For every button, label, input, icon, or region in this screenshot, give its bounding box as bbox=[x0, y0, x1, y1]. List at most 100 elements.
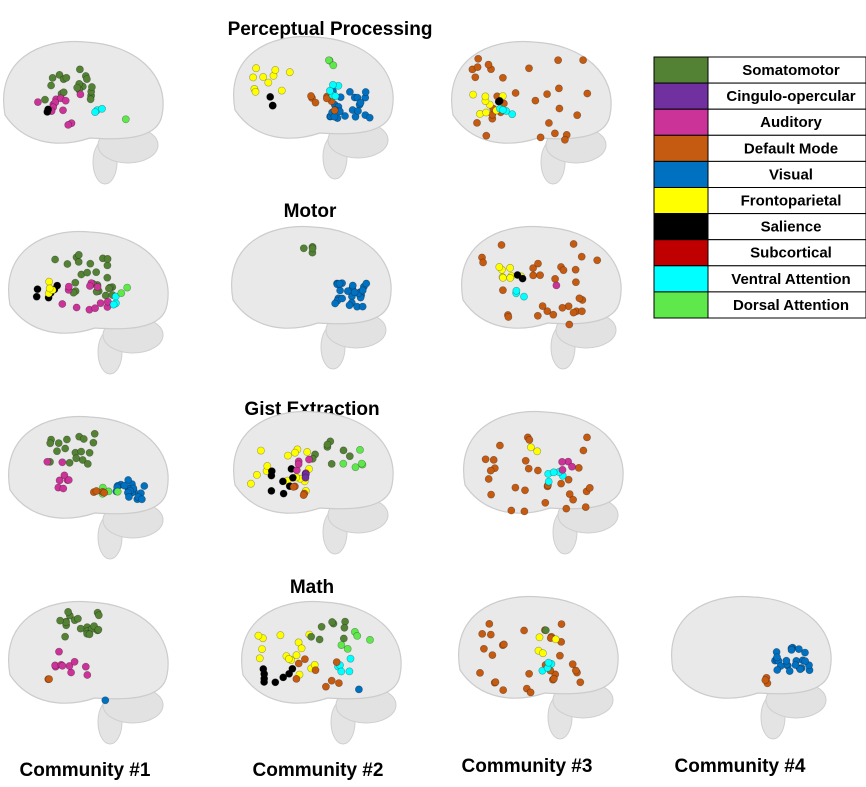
node-dot bbox=[68, 669, 75, 676]
node-dot bbox=[74, 615, 81, 622]
node-dot bbox=[252, 88, 259, 95]
legend: SomatomotorCingulo-opercularAuditoryDefa… bbox=[654, 57, 866, 318]
brain bbox=[234, 37, 394, 179]
node-dot bbox=[576, 295, 583, 302]
node-dot bbox=[582, 504, 589, 511]
node-dot bbox=[75, 258, 82, 265]
node-dot bbox=[572, 266, 579, 273]
brain bbox=[4, 42, 164, 184]
node-dot bbox=[318, 623, 325, 630]
node-dot bbox=[500, 641, 507, 648]
node-dot bbox=[250, 74, 257, 81]
node-dot bbox=[496, 442, 503, 449]
node-dot bbox=[578, 253, 585, 260]
node-dot bbox=[324, 441, 331, 448]
node-dot bbox=[346, 668, 353, 675]
node-dot bbox=[489, 652, 496, 659]
node-dot bbox=[295, 660, 302, 667]
legend-label: Auditory bbox=[760, 114, 822, 131]
node-dot bbox=[122, 116, 129, 123]
figure: Perceptual Processing Motor Gist Extract… bbox=[0, 0, 866, 782]
node-dot bbox=[330, 62, 337, 69]
node-dot bbox=[65, 283, 72, 290]
node-dot bbox=[328, 460, 335, 467]
brain bbox=[232, 227, 392, 369]
node-dot bbox=[575, 464, 582, 471]
node-dot bbox=[261, 678, 268, 685]
row-title: Math bbox=[290, 577, 334, 598]
node-dot bbox=[322, 683, 329, 690]
node-dot bbox=[472, 74, 479, 81]
node-dot bbox=[84, 269, 91, 276]
brain bbox=[452, 42, 612, 184]
node-dot bbox=[354, 107, 361, 114]
node-dot bbox=[366, 636, 373, 643]
node-dot bbox=[309, 245, 316, 252]
node-dot bbox=[312, 99, 319, 106]
node-dot bbox=[265, 79, 272, 86]
node-dot bbox=[316, 636, 323, 643]
node-dot bbox=[60, 485, 67, 492]
node-dot bbox=[542, 627, 549, 634]
node-dot bbox=[86, 449, 93, 456]
node-dot bbox=[110, 301, 117, 308]
node-dot bbox=[559, 466, 566, 473]
node-dot bbox=[525, 65, 532, 72]
node-dot bbox=[82, 663, 89, 670]
node-dot bbox=[507, 264, 514, 271]
node-dot bbox=[527, 689, 534, 696]
node-dot bbox=[566, 321, 573, 328]
node-dot bbox=[362, 88, 369, 95]
node-dot bbox=[91, 430, 98, 437]
node-dot bbox=[86, 631, 93, 638]
node-dot bbox=[73, 304, 80, 311]
node-dot bbox=[558, 621, 565, 628]
node-dot bbox=[355, 686, 362, 693]
node-dot bbox=[802, 658, 809, 665]
node-dot bbox=[332, 300, 339, 307]
node-dot bbox=[499, 287, 506, 294]
node-dot bbox=[125, 493, 132, 500]
node-dot bbox=[75, 251, 82, 258]
node-dot bbox=[783, 657, 790, 664]
node-dot bbox=[762, 677, 769, 684]
node-dot bbox=[62, 97, 69, 104]
brain bbox=[242, 602, 402, 744]
node-dot bbox=[305, 456, 312, 463]
node-dot bbox=[293, 652, 300, 659]
node-dot bbox=[486, 620, 493, 627]
legend-swatch bbox=[654, 240, 708, 266]
node-dot bbox=[272, 679, 279, 686]
node-dot bbox=[105, 285, 112, 292]
legend-swatch bbox=[654, 161, 708, 187]
brain bbox=[672, 597, 832, 739]
node-dot bbox=[773, 654, 780, 661]
column-label: Community #3 bbox=[462, 756, 593, 777]
node-dot bbox=[534, 260, 541, 267]
node-dot bbox=[268, 468, 275, 475]
node-dot bbox=[572, 279, 579, 286]
node-dot bbox=[93, 269, 100, 276]
node-dot bbox=[473, 119, 480, 126]
node-dot bbox=[335, 680, 342, 687]
node-dot bbox=[333, 659, 340, 666]
node-dot bbox=[76, 66, 83, 73]
node-dot bbox=[344, 288, 351, 295]
node-dot bbox=[332, 93, 339, 100]
node-dot bbox=[300, 492, 307, 499]
node-dot bbox=[499, 106, 506, 113]
node-dot bbox=[339, 295, 346, 302]
legend-label: Ventral Attention bbox=[731, 271, 850, 288]
node-dot bbox=[284, 452, 291, 459]
legend-swatch bbox=[654, 266, 708, 292]
node-dot bbox=[568, 463, 575, 470]
node-dot bbox=[44, 458, 51, 465]
node-dot bbox=[574, 112, 581, 119]
cortex bbox=[242, 602, 402, 704]
node-dot bbox=[44, 108, 51, 115]
node-dot bbox=[277, 632, 284, 639]
node-dot bbox=[521, 627, 528, 634]
node-dot bbox=[483, 109, 490, 116]
node-dot bbox=[34, 286, 41, 293]
node-dot bbox=[563, 505, 570, 512]
